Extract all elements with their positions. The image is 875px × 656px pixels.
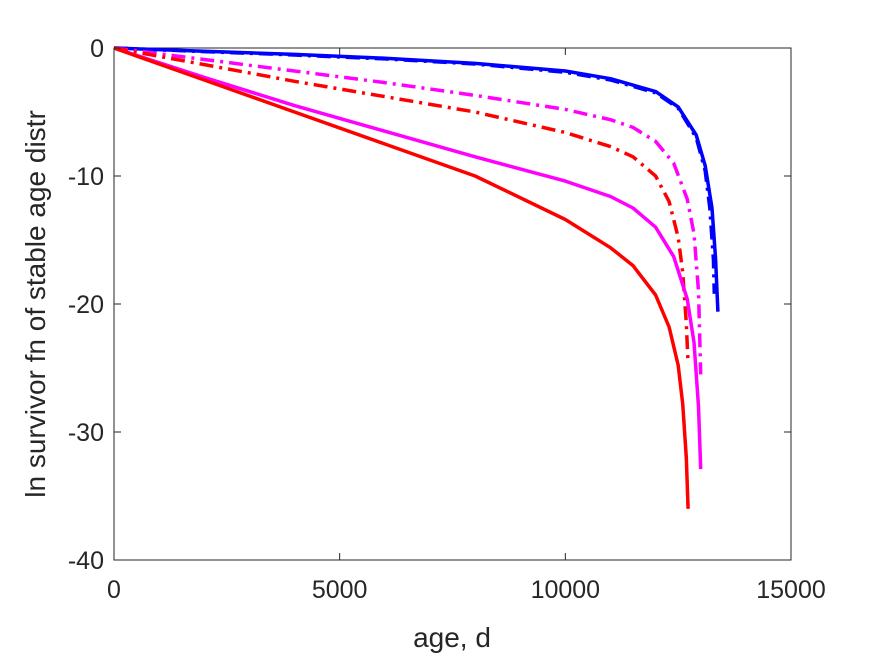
x-tick-label: 5000 [312,576,368,604]
x-tick-label: 10000 [531,576,601,604]
y-tick-label: -30 [68,419,104,447]
series-line-6 [113,46,690,509]
series-layer [113,46,720,509]
y-tick-label: 0 [90,35,104,63]
y-tick-label: -40 [68,547,104,575]
x-axis-label: age, d [413,622,491,653]
plot-area [113,47,792,561]
y-tick-label: -20 [68,291,104,319]
axis-layer: 0 5000 10000 15000 0 -10 -20 -30 -40 [68,35,826,604]
y-axis-label: ln survivor fn of stable age distr [20,110,51,498]
series-line-5 [113,46,703,470]
x-tick-label: 0 [107,576,121,604]
y-tick-label: -10 [68,163,104,191]
series-line-2 [113,46,717,294]
x-tick-label: 15000 [756,576,826,604]
series-line-3 [113,46,703,375]
